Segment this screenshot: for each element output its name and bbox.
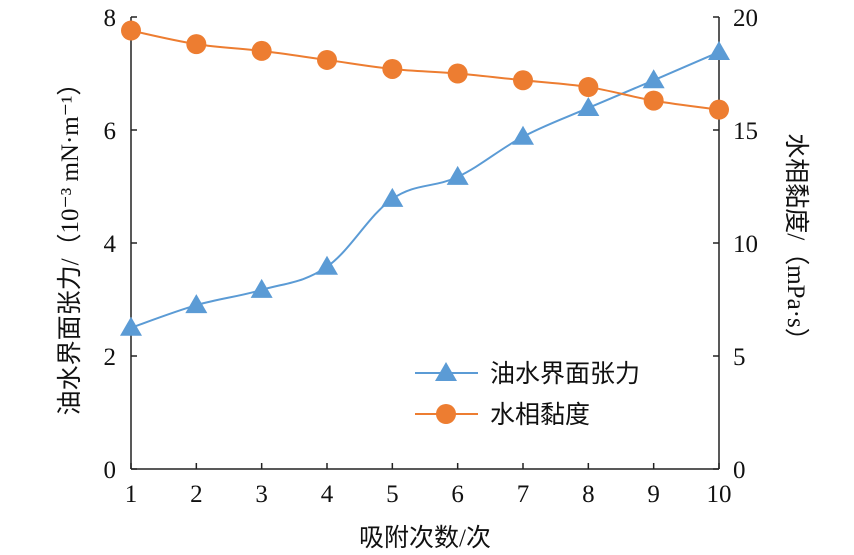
- series-viscosity: [121, 20, 729, 120]
- x-tick-label: 5: [386, 481, 399, 508]
- triangle-marker: [316, 255, 338, 275]
- y2-tick-label: 0: [733, 457, 746, 484]
- circle-marker: [382, 58, 403, 79]
- y2-tick-label: 10: [733, 231, 758, 258]
- circle-marker: [513, 70, 533, 91]
- triangle-marker: [185, 294, 208, 314]
- x-axis-label: 吸附次数/次: [359, 524, 491, 552]
- circle-marker: [447, 63, 468, 84]
- legend-marker: [436, 404, 456, 424]
- triangle-marker: [381, 187, 404, 207]
- x-tick-label: 7: [517, 481, 530, 508]
- circle-marker: [709, 99, 729, 120]
- x-tick-label: 3: [255, 481, 268, 508]
- x-tick-label: 10: [707, 481, 732, 508]
- circle-marker: [186, 34, 207, 55]
- legend-marker: [435, 362, 457, 381]
- series-tension: [120, 41, 730, 336]
- legend-label: 油水界面张力: [490, 360, 640, 388]
- triangle-marker: [120, 316, 142, 336]
- circle-marker: [251, 40, 272, 61]
- x-tick-label: 8: [582, 481, 595, 508]
- triangle-marker: [708, 41, 730, 61]
- x-tick-label: 4: [321, 481, 334, 508]
- x-tick-label: 2: [190, 481, 203, 508]
- circle-marker: [317, 49, 337, 70]
- y-tick-label: 6: [104, 118, 117, 145]
- legend-label: 水相黏度: [490, 401, 590, 429]
- series-line: [130, 29, 720, 111]
- x-tick-label: 9: [647, 481, 660, 508]
- triangle-marker: [446, 165, 469, 185]
- y2-tick-label: 20: [733, 5, 758, 32]
- circle-marker: [121, 20, 141, 41]
- triangle-marker: [577, 96, 600, 116]
- y2-tick-label: 15: [733, 118, 758, 145]
- x-tick-label: 6: [451, 481, 464, 508]
- circle-marker: [643, 90, 664, 111]
- y-tick-label: 0: [104, 457, 117, 484]
- y2-axis-label: 水相黏度/（mPa·s）: [782, 133, 810, 352]
- triangle-marker: [642, 69, 665, 89]
- triangle-marker: [250, 278, 273, 298]
- y2-tick-label: 5: [733, 344, 746, 371]
- y-tick-label: 2: [104, 344, 117, 371]
- circle-marker: [578, 77, 599, 98]
- y-tick-label: 8: [104, 5, 117, 32]
- y-tick-label: 4: [104, 231, 117, 258]
- series-line: [130, 51, 720, 329]
- y-axis-label: 油水界面张力/（10⁻³ mN·m⁻¹）: [56, 71, 84, 416]
- triangle-marker: [512, 125, 534, 145]
- x-tick-label: 1: [125, 481, 138, 508]
